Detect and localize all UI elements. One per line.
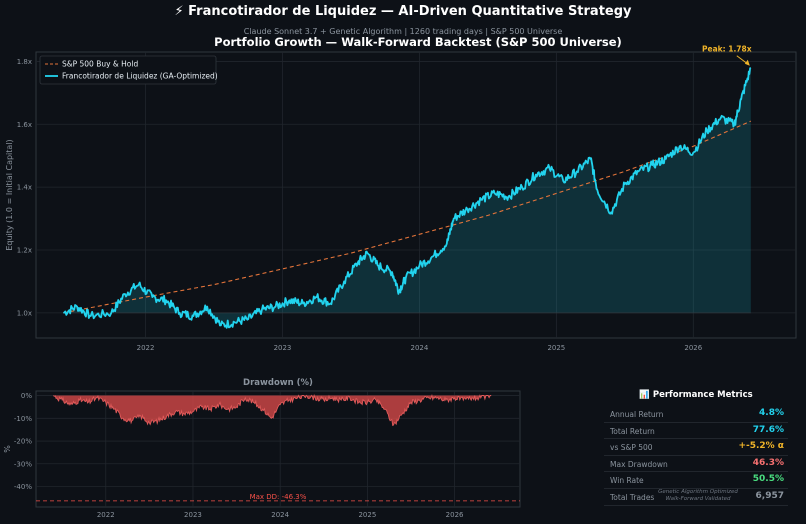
drawdown-title: Drawdown (%) [243,378,313,388]
drawdown-plot-area [35,390,521,508]
x-tick-label: 2026 [446,511,464,519]
performance-metrics-panel: 📊 Performance Metrics Annual Return 4.8%… [604,390,788,506]
metric-row-win-rate: Win Rate 50.5% [604,472,788,489]
x-tick-label: 2026 [684,344,702,352]
metric-row-max-drawdown: Max Drawdown 46.3% [604,456,788,473]
y-tick-label: 1.2x [17,247,32,255]
y-tick-label: 1.6x [17,121,32,129]
max-drawdown-label: Max DD: -46.3% [250,493,307,501]
equity-chart-title: Portfolio Growth — Walk-Forward Backtest… [214,35,622,49]
figure-title: ⚡ Francotirador de Liquidez — AI-Driven … [174,4,632,19]
metric-value: 46.3% [752,457,784,468]
x-tick-label: 2023 [184,511,202,519]
y-tick-label: -10% [14,415,32,423]
legend [39,55,217,85]
strategy-line [63,66,752,329]
metrics-footnote: Genetic Algorithm Optimized Walk-Forward… [658,488,738,502]
metric-label: Total Return [610,426,655,436]
metric-row-total-return: Total Return 77.6% [604,423,788,440]
metric-label: vs S&P 500 [610,443,653,453]
metric-value: 50.5% [752,474,784,485]
x-tick-label: 2023 [274,344,292,352]
metric-value: 6,957 [755,490,784,501]
y-tick-label: -30% [14,460,32,468]
metric-value: 4.8% [759,408,784,418]
x-tick-label: 2025 [358,511,376,519]
metric-row-total-trades: Total Trades Genetic Algorithm Optimized… [604,489,788,506]
drawdown-line [53,393,492,427]
metrics-title: 📊 Performance Metrics [639,390,753,400]
x-tick-label: 2024 [411,344,429,352]
metric-label: Total Trades [610,492,655,502]
y-tick-label: -40% [14,483,32,491]
y-axis-label: % [3,445,12,453]
legend-label-strategy: Francotirador de Liquidez (GA-Optimized) [62,72,218,81]
metric-row-vs-sp500: vs S&P 500 +-5.2% α [604,439,788,456]
y-axis-label: Equity (1.0 = Initial Capital) [5,139,14,250]
y-tick-label: 1.8x [17,58,32,66]
equity-plot-area [35,51,797,339]
metric-label: Max Drawdown [610,459,668,469]
metric-label: Annual Return [610,410,664,419]
strategy-area-fill [63,67,751,328]
y-tick-label: 1.4x [17,184,32,192]
figure-subtitle: Claude Sonnet 3.7 + Genetic Algorithm | … [243,27,563,36]
metric-value: 77.6% [752,424,784,435]
y-tick-label: 0% [21,392,32,400]
metric-label: Win Rate [610,476,644,486]
x-tick-label: 2025 [547,344,565,352]
x-tick-label: 2024 [271,511,289,519]
metric-row-annual-return: Annual Return 4.8% [604,406,788,423]
legend-label-benchmark: S&P 500 Buy & Hold [62,60,138,69]
peak-arrowhead [744,59,750,66]
x-tick-label: 2022 [97,511,115,519]
metric-value: +-5.2% α [738,441,784,452]
x-tick-label: 2022 [137,344,155,352]
y-tick-label: 1.0x [17,309,32,317]
y-tick-label: -20% [14,438,32,446]
peak-annotation: Peak: 1.78x [702,45,752,54]
